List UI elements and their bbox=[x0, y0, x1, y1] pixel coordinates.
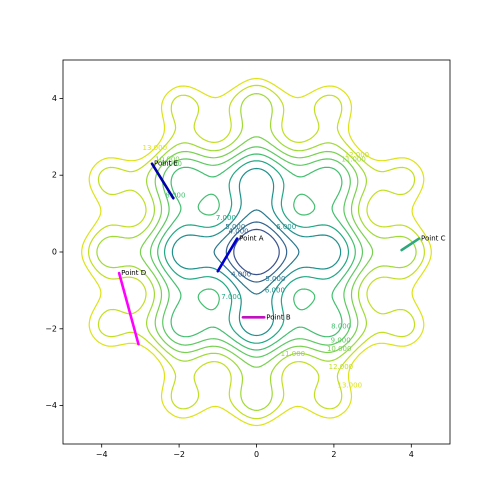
contour-level-8 bbox=[157, 153, 356, 351]
contour-level-11 bbox=[96, 93, 417, 411]
annotation-segments: Point A Point B Point C Point D Point E bbox=[117, 160, 446, 346]
segment-label: Point A bbox=[239, 235, 264, 243]
axis-ticks: −4 −2 0 2 4 −4 −2 0 2 4 bbox=[45, 94, 414, 459]
contour-label: 12.000 bbox=[329, 363, 354, 371]
contour-lines bbox=[81, 77, 432, 427]
x-tick-label: 2 bbox=[331, 450, 336, 459]
contour-level-5 bbox=[213, 209, 300, 295]
x-tick-label: −4 bbox=[96, 450, 108, 459]
contour-label: 9.000 bbox=[331, 336, 351, 344]
contour-label: 4.000 bbox=[231, 271, 251, 279]
segment-label: Point D bbox=[121, 269, 146, 277]
y-tick-label: −2 bbox=[45, 324, 57, 333]
y-tick-label: 0 bbox=[52, 248, 57, 257]
contour-label: 10.000 bbox=[327, 345, 352, 353]
contour-level-12 bbox=[88, 84, 425, 420]
contour-level-7 bbox=[163, 160, 350, 344]
x-tick-label: −2 bbox=[173, 450, 185, 459]
contour-label: 7.000 bbox=[221, 293, 241, 301]
contour-level-3 bbox=[233, 228, 280, 276]
segment-point-a bbox=[216, 237, 239, 273]
y-tick-label: 4 bbox=[52, 94, 57, 103]
y-tick-label: −4 bbox=[45, 401, 57, 410]
contour-labels: 4.0004.0005.0005.0006.0006.0007.0007.000… bbox=[143, 144, 370, 389]
contour-label: 13.000 bbox=[143, 144, 168, 152]
segment-point-d bbox=[117, 271, 140, 346]
segment-point-c bbox=[400, 237, 421, 252]
contour-label: 12.000 bbox=[345, 151, 370, 159]
contour-label: 8.000 bbox=[165, 192, 185, 200]
contour-label: 10.000 bbox=[155, 155, 180, 163]
contour-level-10 bbox=[139, 136, 374, 368]
contour-label: 11.000 bbox=[281, 350, 306, 358]
contour-label: 9.000 bbox=[162, 160, 182, 168]
contour-label: 6.000 bbox=[265, 286, 285, 294]
contour-label: 6.000 bbox=[276, 223, 296, 231]
x-tick-label: 4 bbox=[409, 450, 414, 459]
contour-label: 8.000 bbox=[331, 323, 351, 331]
contour-level-9 bbox=[149, 146, 364, 358]
contour-label: 11.000 bbox=[341, 155, 366, 163]
segment-point-e bbox=[150, 162, 175, 200]
contour-level-6 bbox=[171, 167, 342, 337]
contour-label: 7.000 bbox=[216, 214, 236, 222]
y-tick-label: 2 bbox=[52, 171, 57, 180]
contour-label: 5.000 bbox=[225, 223, 245, 231]
axes-frame bbox=[62, 59, 451, 445]
segment-label: Point E bbox=[154, 160, 178, 168]
segment-label: Point C bbox=[421, 235, 446, 243]
x-tick-label: 0 bbox=[254, 450, 259, 459]
contour-label: 5.000 bbox=[265, 275, 285, 283]
contour-label: 4.000 bbox=[229, 228, 249, 236]
contour-label: 13.000 bbox=[338, 381, 363, 389]
segment-label: Point B bbox=[266, 313, 291, 321]
contour-level-13 bbox=[81, 77, 432, 427]
